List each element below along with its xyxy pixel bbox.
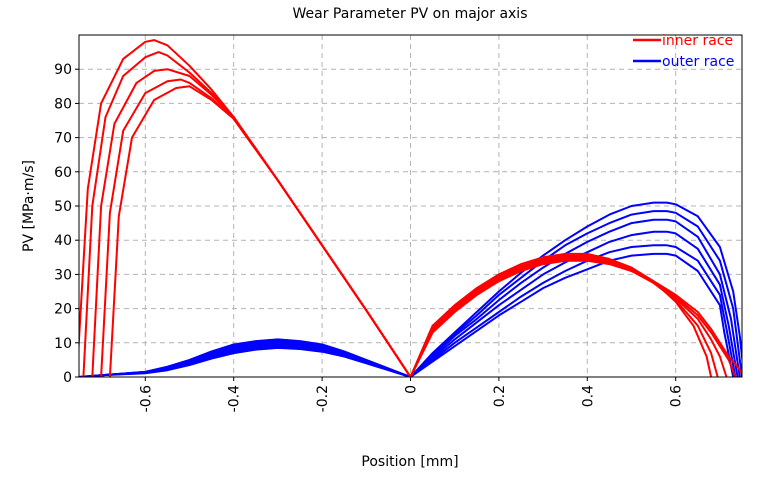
x-tick-label: 0 [404,385,420,394]
y-tick-label: 30 [54,267,72,283]
y-tick-label: 20 [54,302,72,318]
x-tick-label: 0.4 [580,385,596,407]
outer-race-curve [83,230,739,377]
inner-race-curve [108,85,713,377]
y-tick-label: 80 [54,96,72,112]
legend: inner race outer race [633,33,734,70]
y-tick-label: 60 [54,165,72,181]
y-tick-label: 40 [54,233,72,249]
x-tick-label: 0.6 [669,385,685,407]
legend-label: outer race [662,54,734,70]
inner-race-curve [100,78,719,377]
chart-title: Wear Parameter PV on major axis [293,6,528,22]
outer-race-curve [85,244,737,377]
y-axis-label: PV [MPa·m/s] [21,160,37,252]
y-tick-label: 10 [54,336,72,352]
outer-race-curve [79,210,742,377]
x-axis-label: Position [mm] [361,454,458,470]
y-tick-label: 70 [54,131,72,147]
x-tick-label: -0.4 [227,385,243,412]
y-tick-label: 0 [63,370,72,386]
series-lines [79,39,742,377]
y-tick-label: 90 [54,62,72,78]
inner-race-curve [79,39,742,377]
outer-race-curve [81,218,741,377]
x-tick-label: -0.2 [315,385,331,412]
x-tick-label: 0.2 [492,385,508,407]
y-tick-label: 50 [54,199,72,215]
axis-ticks: -0.6 -0.4 -0.2 0 0.2 0.4 0.6 0 10 20 30 40 50 60 70 80 9… [54,62,685,412]
outer-race-curve [87,252,735,377]
inner-race-curve [82,51,737,377]
grid-lines [79,35,742,377]
legend-label: inner race [662,33,733,49]
x-tick-label: -0.6 [138,385,154,412]
series-group [79,39,742,377]
outer-race-curve [79,201,742,377]
